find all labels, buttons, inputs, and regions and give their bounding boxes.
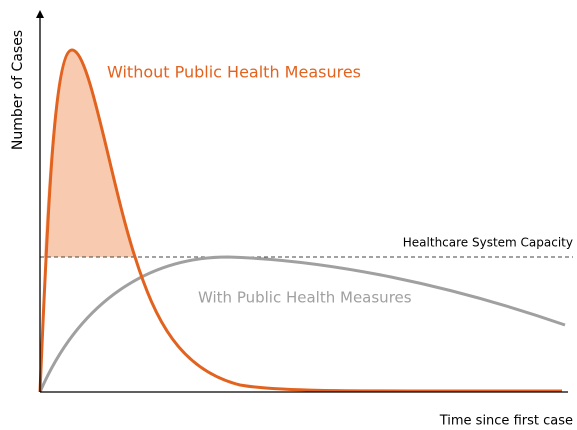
x-axis-label: Time since first case [439,414,573,429]
y-axis-label: Number of Cases [10,30,26,150]
with-measures-curve [38,255,566,393]
without-measures-curve [38,48,563,393]
curve-label: With Public Health Measures [198,289,412,307]
excess-area [44,50,135,257]
curve-label: Without Public Health Measures [107,63,361,82]
capacity-label: Healthcare System Capacity [403,236,573,250]
